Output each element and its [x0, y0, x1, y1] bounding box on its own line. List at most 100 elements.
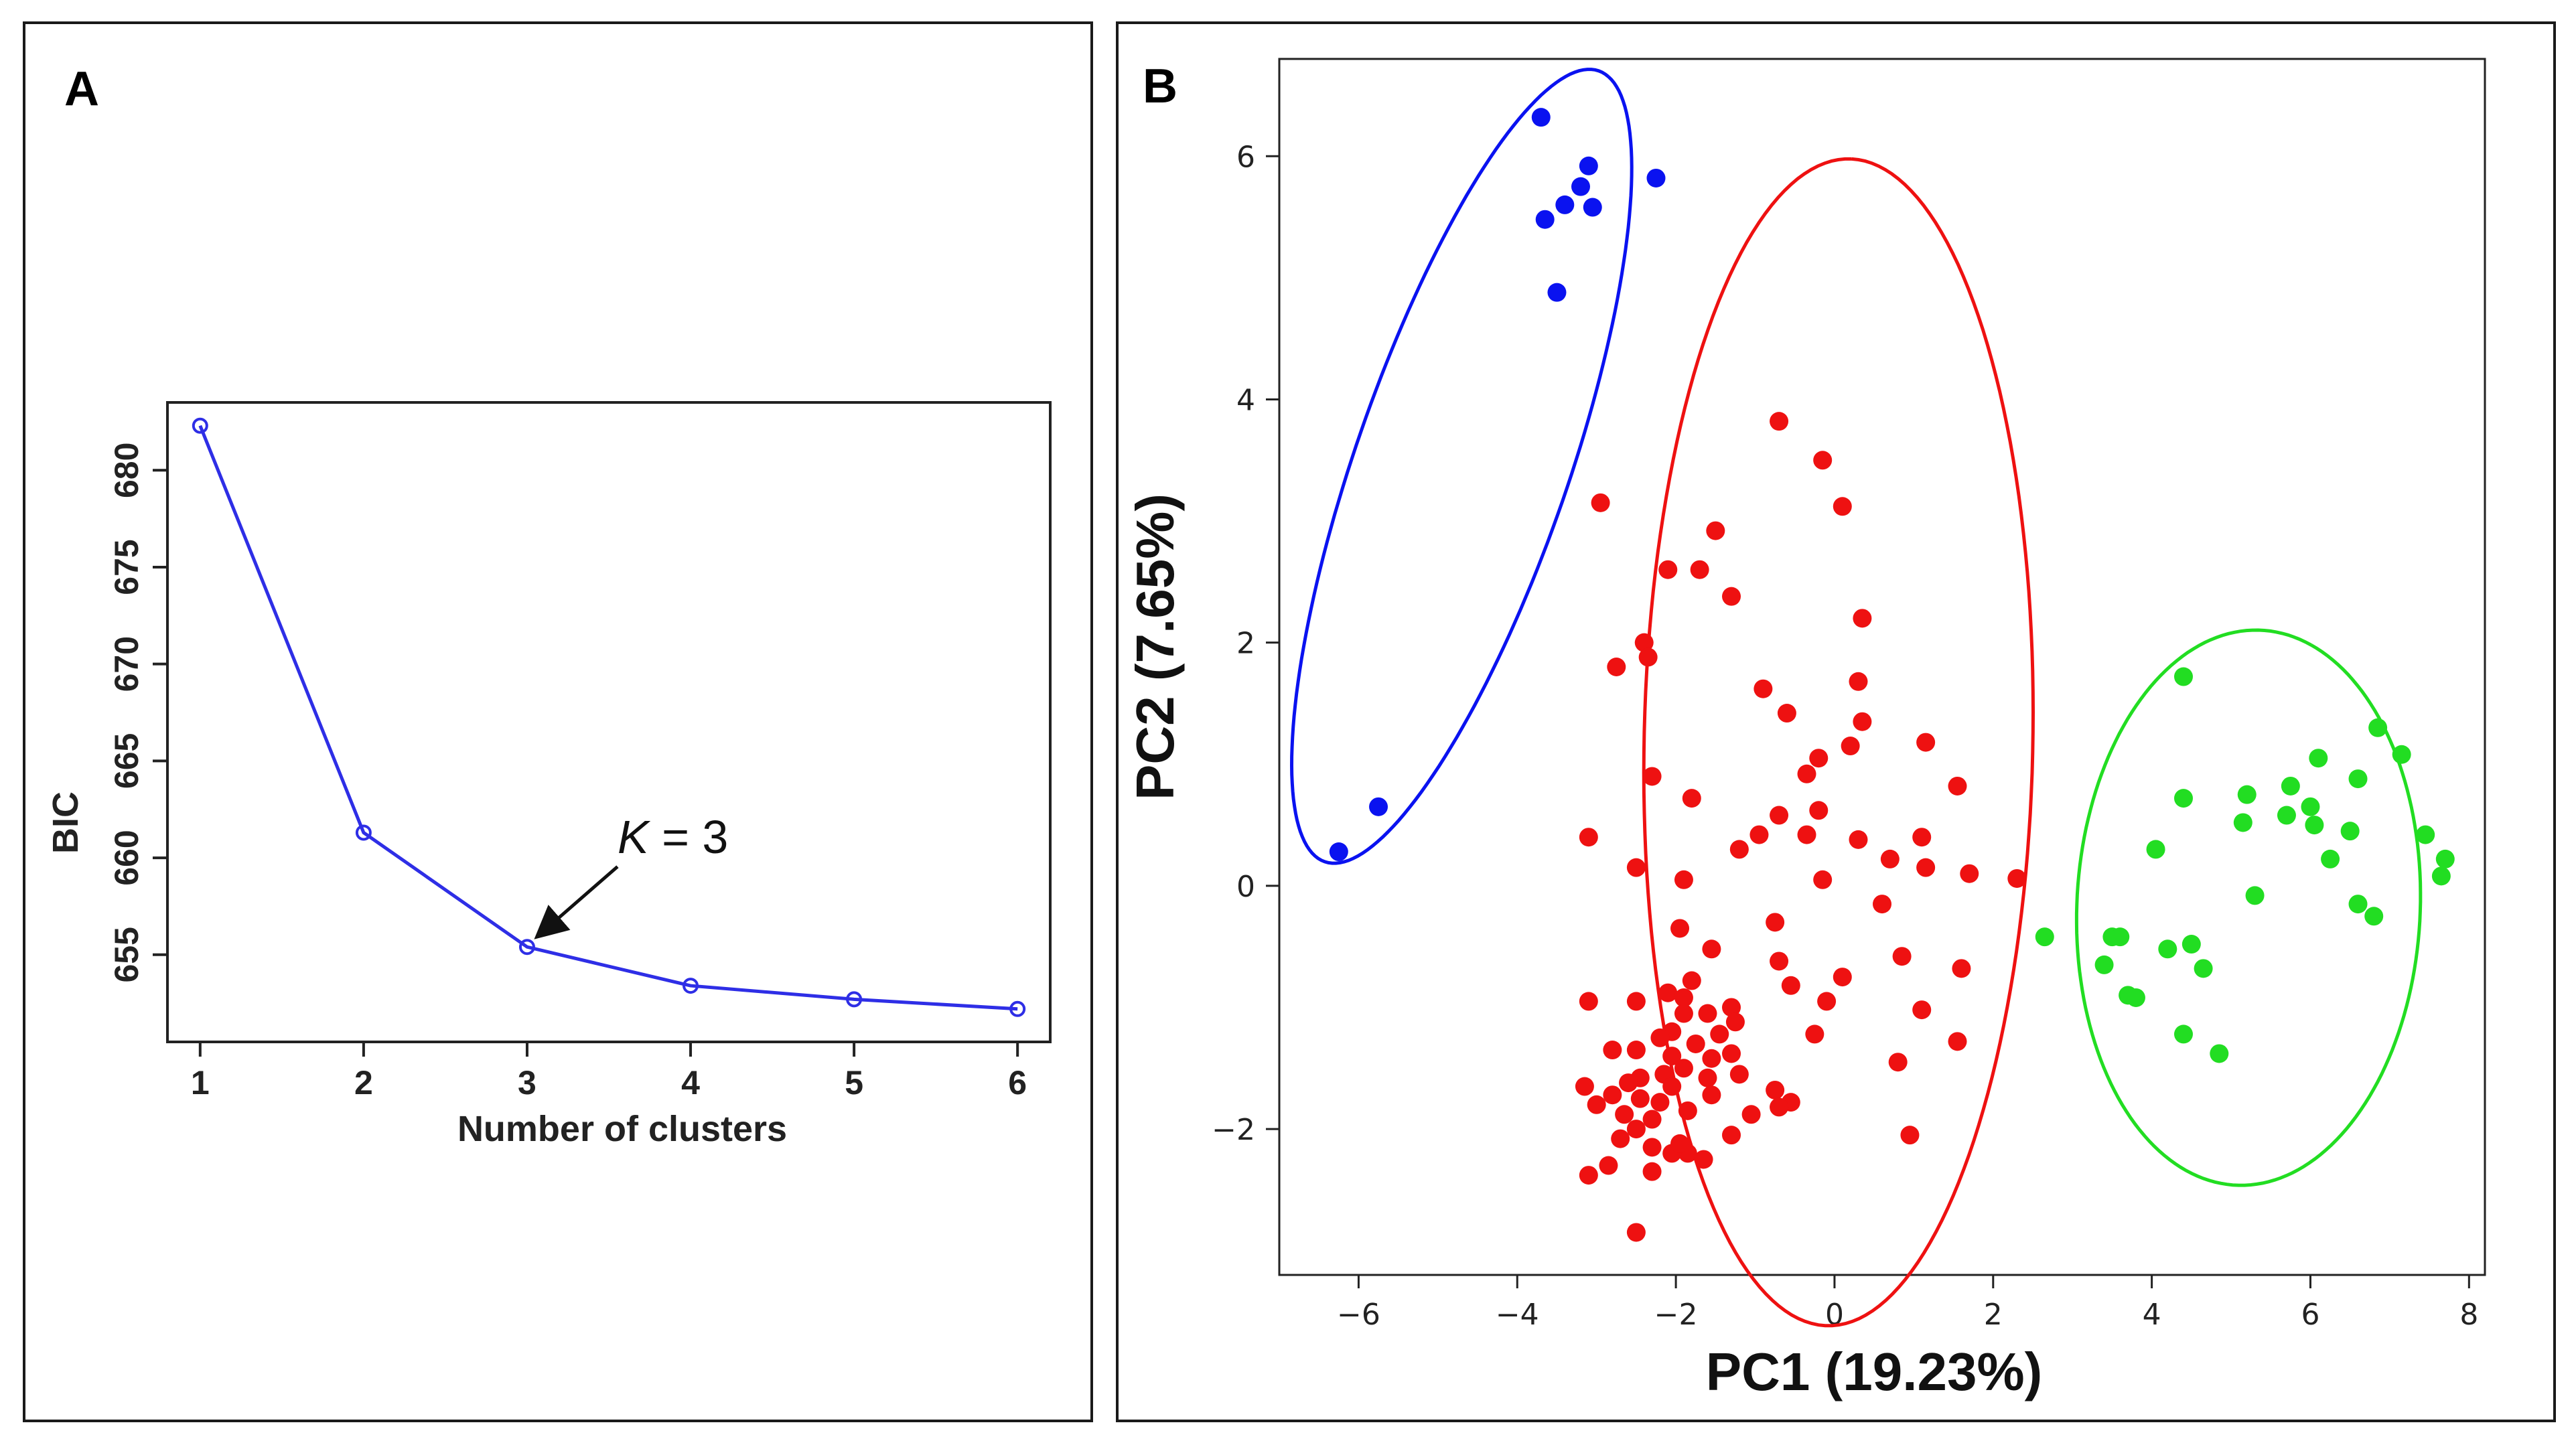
cluster-green-point	[2364, 907, 2384, 926]
cluster-green-point	[2194, 959, 2213, 978]
cluster-red-point	[1770, 806, 1789, 825]
cluster-red-point	[1626, 1223, 1646, 1242]
cluster-red-point	[1702, 939, 1721, 959]
cluster-red-point	[1849, 830, 1868, 849]
cluster-red-point	[1615, 1105, 1634, 1124]
bic-line-chart: 1 2 3 4 5 6 655 660 665 670 675 680 Number of cluste…	[46, 401, 1052, 1149]
panel-b: B −6 −4 −2 0 2 4 6 8 −2 0 2 4 6 PC1 (19.23%) PC2 (7.65…	[1116, 21, 2556, 1422]
cluster-blue-point	[1547, 283, 1567, 302]
cluster-red-point	[1579, 992, 1598, 1011]
bic-point	[846, 991, 863, 1008]
cluster-red-point	[1960, 864, 1979, 883]
bic-point	[683, 978, 699, 994]
cluster-red-point	[1575, 1077, 1594, 1096]
x-tick-label: 1	[191, 1064, 210, 1102]
cluster-red-point	[1725, 1012, 1745, 1032]
cluster-red-point	[1853, 712, 1872, 731]
cluster-red-point	[1766, 913, 1785, 932]
cluster-red-point	[1674, 988, 1693, 1007]
cluster-red-point	[1722, 1126, 1741, 1145]
cluster-blue-ellipse	[1289, 68, 1634, 865]
cluster-green-point	[2210, 1044, 2229, 1063]
x-axis-title: PC1 (19.23%)	[1706, 1342, 2042, 1401]
cluster-red-point	[1638, 648, 1658, 667]
cluster-red-point	[1741, 1105, 1761, 1124]
cluster-red-point	[1630, 1089, 1650, 1108]
plot-frame	[166, 401, 1052, 1043]
cluster-red-point	[1658, 983, 1678, 1002]
cluster-green-point	[2237, 785, 2257, 804]
cluster-red-point	[1611, 1129, 1630, 1148]
cluster-blue-point	[1646, 168, 1666, 187]
cluster-blue-point	[1535, 210, 1555, 229]
cluster-red-point	[1766, 1080, 1785, 1099]
cluster-green-point	[2174, 667, 2193, 686]
plot-frame	[1278, 58, 2486, 1276]
cluster-green-point	[2368, 718, 2388, 737]
cluster-green-point	[2309, 749, 2328, 768]
y-tick-label: 6	[1236, 140, 1255, 174]
cluster-green-point	[2348, 895, 2368, 914]
cluster-red-point	[1710, 1024, 1729, 1044]
cluster-red-point	[1729, 1065, 1749, 1084]
cluster-green	[2035, 628, 2455, 1187]
cluster-green-point	[2348, 769, 2368, 789]
cluster-red-point	[1626, 992, 1646, 1011]
y-tick-label: 670	[108, 636, 145, 692]
panel-a: A 1 2 3 4 5 6 655 660 665 670 675 680 Number of clus…	[23, 21, 1093, 1422]
cluster-red-point	[1722, 998, 1741, 1017]
y-tick-label: 660	[108, 830, 145, 885]
y-tick-label: 2	[1236, 627, 1255, 661]
cluster-red-point	[1702, 1085, 1721, 1105]
bic-point	[355, 824, 372, 841]
cluster-red-point	[1698, 1068, 1717, 1087]
cluster-red-point	[1777, 704, 1796, 723]
cluster-green-point	[2110, 927, 2130, 947]
cluster-green-point	[2094, 955, 2114, 974]
cluster-red-point	[1686, 1034, 1705, 1053]
cluster-red-point	[1749, 825, 1769, 844]
cluster-red-point	[1912, 828, 1932, 847]
x-tick-label: 4	[681, 1064, 700, 1102]
annotation-label: K = 3	[618, 811, 728, 863]
cluster-blue-point	[1579, 156, 1598, 175]
cluster-red-point	[1805, 1024, 1824, 1044]
cluster-green-point	[2416, 825, 2435, 844]
cluster-red-point	[1579, 1166, 1598, 1185]
cluster-red-point	[1770, 1097, 1789, 1117]
cluster-green-point	[2174, 789, 2193, 808]
cluster-red-point	[1892, 947, 1912, 966]
cluster-blue-point	[1369, 797, 1388, 816]
cluster-blue-point	[1555, 195, 1575, 214]
x-tick-label: 5	[845, 1064, 863, 1102]
cluster-green-point	[2245, 886, 2265, 905]
cluster-red-point	[1650, 1028, 1670, 1047]
cluster-red-point	[1952, 959, 1971, 978]
cluster-red-point	[1833, 497, 1852, 516]
cluster-red-point	[1662, 1077, 1682, 1096]
cluster-red-point	[1702, 1049, 1721, 1068]
cluster-red-point	[1642, 1162, 1662, 1181]
cluster-red-point	[1603, 1041, 1622, 1060]
cluster-red-point	[1662, 1047, 1682, 1066]
cluster-red-point	[1678, 1101, 1697, 1120]
y-tick-label: −2	[1212, 1113, 1255, 1147]
cluster-red-point	[1797, 825, 1816, 844]
cluster-red-point	[1626, 858, 1646, 877]
cluster-red-point	[1579, 828, 1598, 847]
cluster-red-point	[1626, 1120, 1646, 1139]
cluster-red-point	[1873, 895, 1891, 914]
cluster-red-point	[1642, 1110, 1662, 1129]
y-tick-label: 665	[108, 733, 145, 789]
x-tick-label: 6	[2301, 1298, 2319, 1332]
cluster-red-point	[2007, 868, 2027, 888]
x-tick-label: 2	[354, 1064, 373, 1102]
cluster-red-point	[1781, 976, 1800, 995]
cluster-red-point	[1853, 609, 1872, 628]
cluster-green-point	[2301, 797, 2320, 816]
cluster-green-point	[2435, 849, 2455, 868]
cluster-green-point	[2181, 935, 2201, 954]
cluster-red-point	[1694, 1150, 1713, 1169]
y-tick-label: 4	[1236, 383, 1255, 417]
